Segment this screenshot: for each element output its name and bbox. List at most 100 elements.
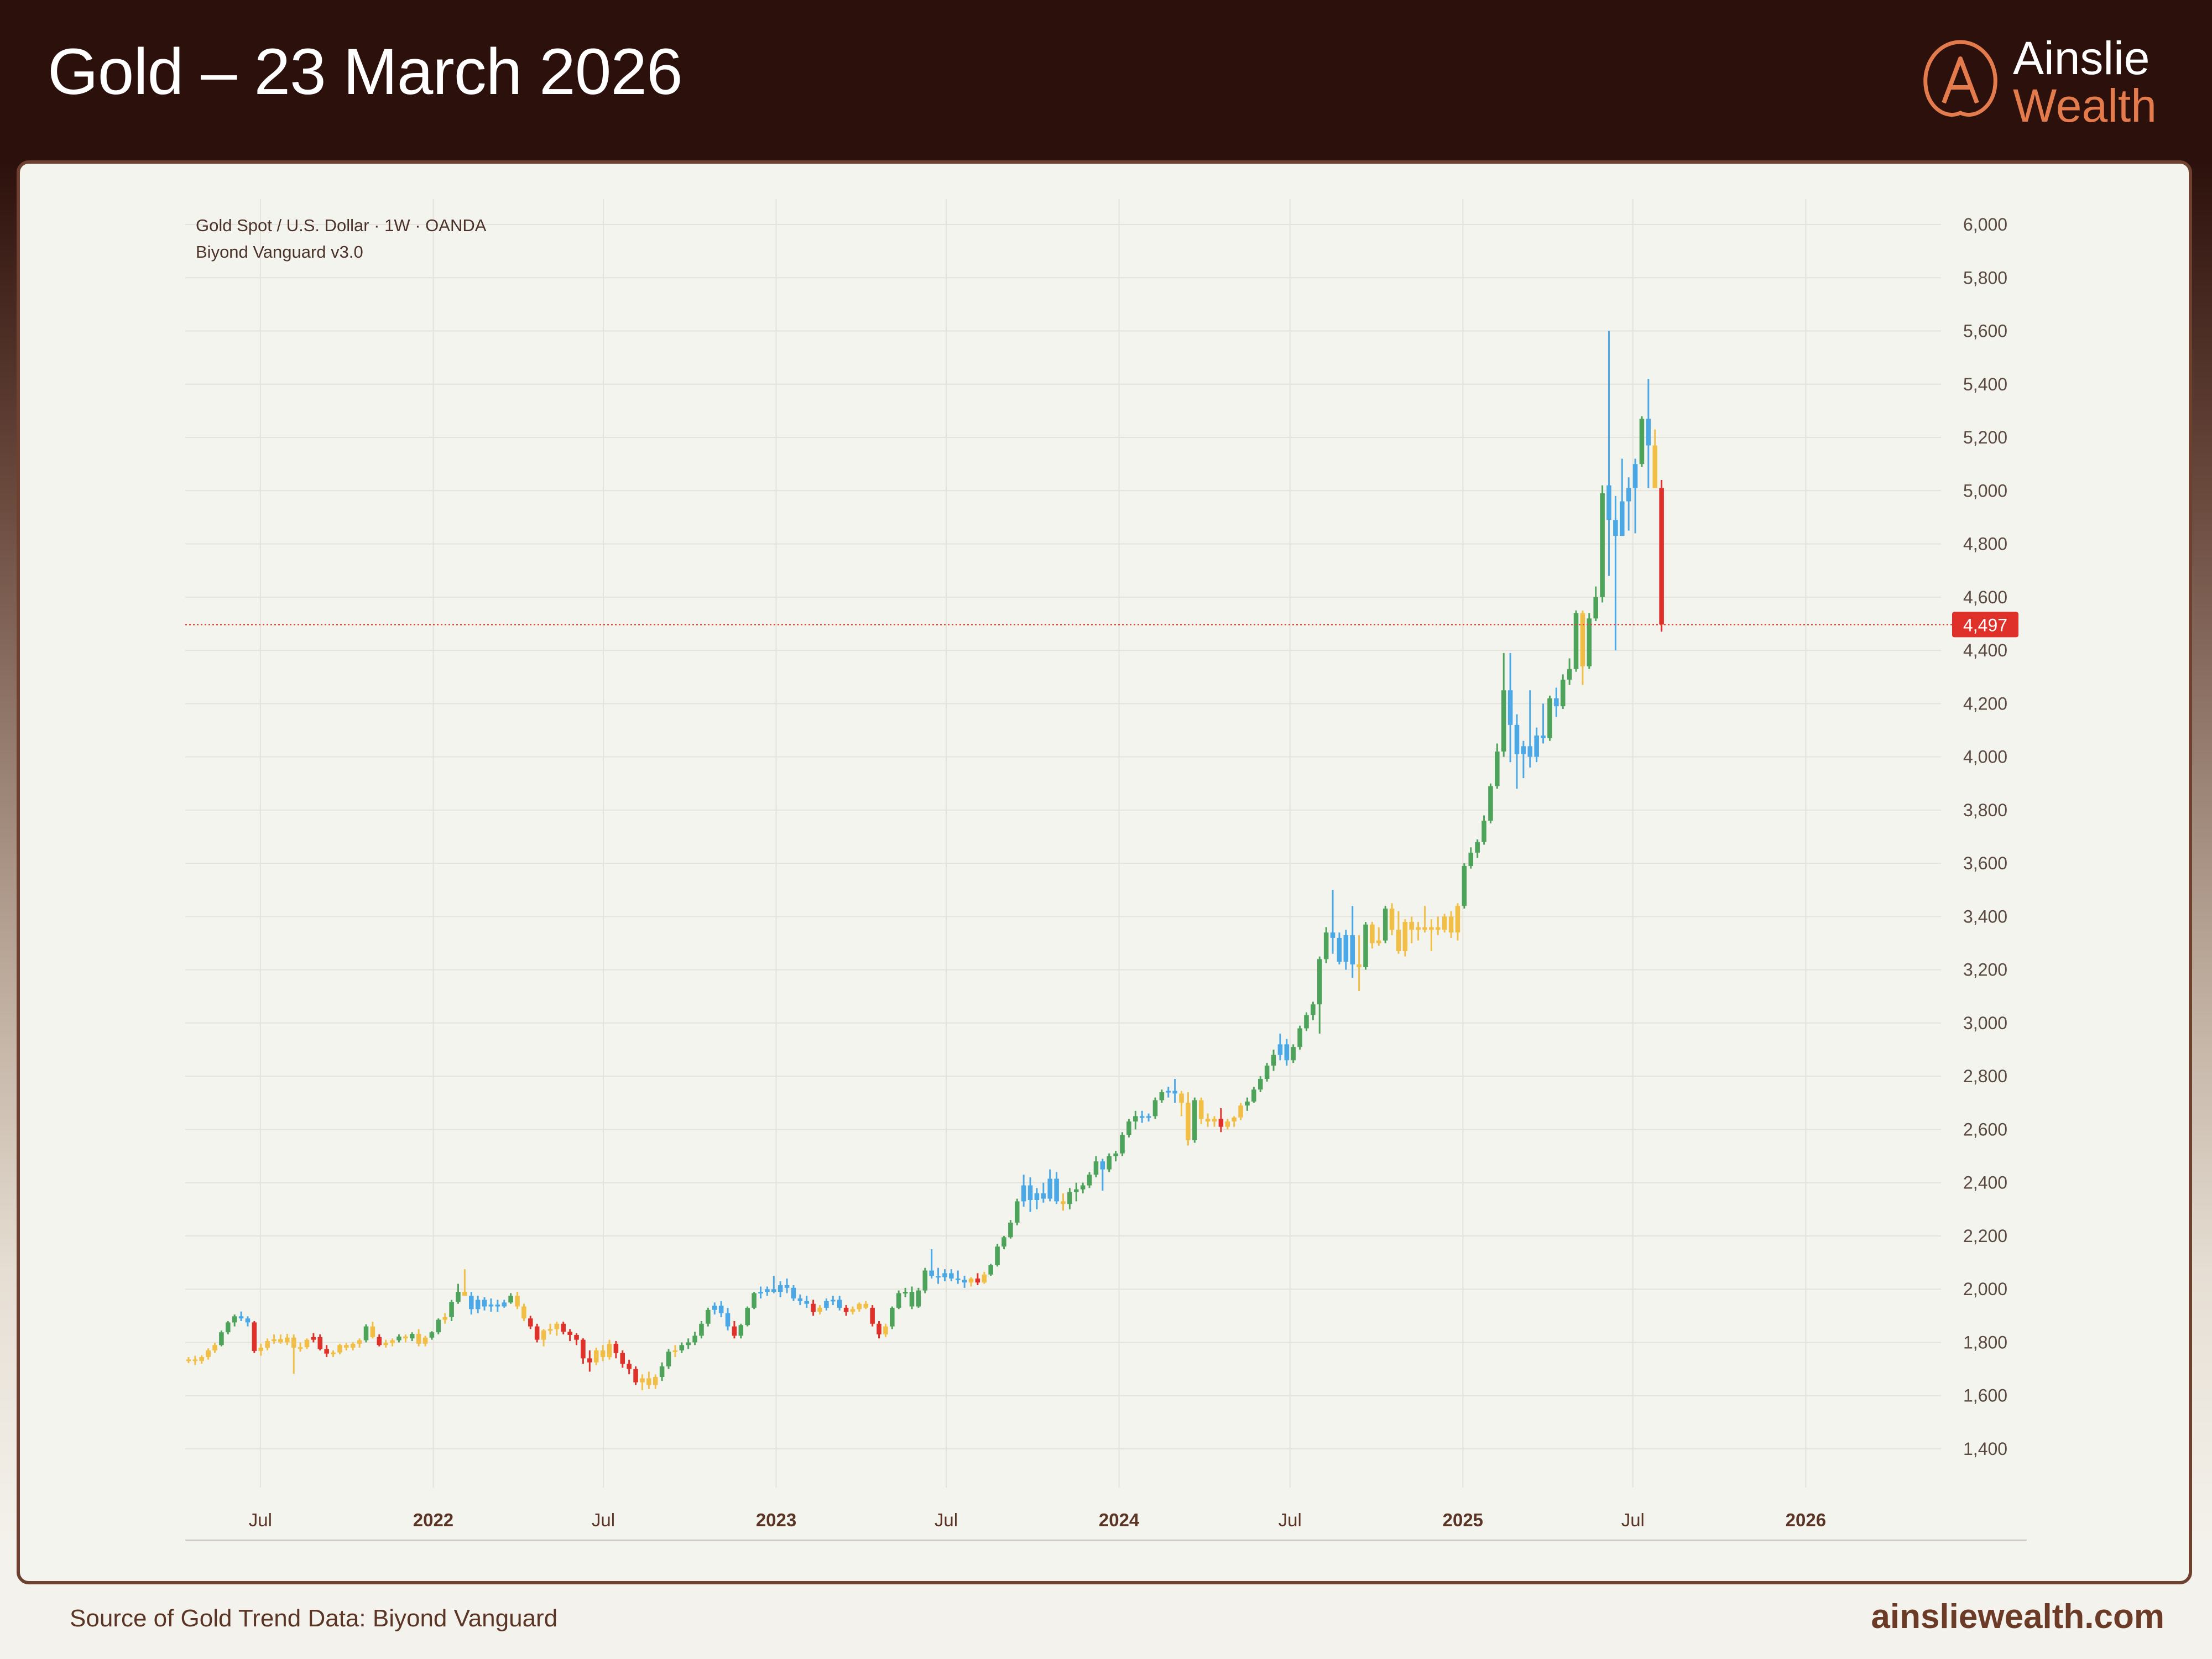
- y-tick-label: 1,400: [1963, 1439, 2007, 1459]
- candle: [1547, 695, 1552, 741]
- candle-body: [706, 1310, 711, 1324]
- candle-body: [1218, 1119, 1224, 1127]
- candle-body: [219, 1332, 224, 1345]
- candle: [738, 1323, 744, 1339]
- candle-body: [732, 1326, 737, 1336]
- candle: [581, 1338, 586, 1364]
- candle-body: [1093, 1161, 1099, 1175]
- candle: [357, 1338, 362, 1348]
- candle-body: [1008, 1222, 1013, 1238]
- candle: [495, 1300, 500, 1312]
- candle: [226, 1321, 231, 1335]
- candle: [1166, 1087, 1171, 1098]
- candle-body: [1304, 1015, 1309, 1029]
- last-price-marker: 4,497: [185, 612, 2018, 638]
- candle-body: [1113, 1153, 1118, 1156]
- ainslie-a-icon: [1923, 40, 1997, 117]
- candle: [1436, 916, 1441, 936]
- candle-body: [278, 1339, 283, 1343]
- candle: [1567, 658, 1572, 685]
- website-link[interactable]: ainsliewealth.com: [1871, 1598, 2164, 1636]
- candle: [745, 1306, 750, 1327]
- y-tick-label: 3,600: [1963, 853, 2007, 873]
- y-tick-label: 4,000: [1963, 747, 2007, 767]
- candle: [272, 1334, 276, 1344]
- candle: [331, 1350, 336, 1357]
- candle: [534, 1323, 540, 1343]
- candle-body: [1468, 852, 1474, 866]
- y-tick-label: 2,800: [1963, 1066, 2007, 1086]
- candle: [1323, 927, 1329, 963]
- candle-body: [613, 1343, 619, 1353]
- candle-body: [712, 1306, 717, 1310]
- candle-body: [929, 1270, 934, 1276]
- candle: [949, 1269, 954, 1281]
- candle: [1593, 586, 1598, 622]
- candle-body: [1455, 906, 1460, 933]
- candle-body: [1343, 935, 1349, 962]
- candle: [192, 1355, 198, 1365]
- brand-logo[interactable]: Ainslie Wealth: [1916, 34, 2176, 129]
- candle-body: [226, 1322, 231, 1333]
- candle: [1159, 1089, 1165, 1103]
- candle-body: [1337, 937, 1342, 962]
- candle-body: [1271, 1055, 1276, 1066]
- candle-body: [1080, 1185, 1086, 1190]
- candle-body: [475, 1300, 481, 1310]
- candle-body: [1311, 1004, 1316, 1015]
- candle-series: [186, 331, 1664, 1391]
- candle: [909, 1286, 915, 1310]
- candle-body: [1554, 698, 1559, 707]
- candle-body: [1198, 1100, 1204, 1119]
- candle-body: [390, 1340, 395, 1343]
- candle: [692, 1332, 697, 1345]
- candle-body: [1521, 746, 1526, 754]
- candle: [975, 1273, 980, 1285]
- candle: [561, 1321, 566, 1335]
- candle-body: [324, 1349, 329, 1354]
- candle-body: [370, 1326, 375, 1337]
- candle: [1218, 1108, 1224, 1133]
- candle-body: [1488, 786, 1493, 821]
- candle: [929, 1249, 934, 1279]
- candle: [232, 1314, 237, 1327]
- candle-body: [679, 1345, 685, 1350]
- candle-body: [1021, 1185, 1026, 1202]
- candle: [1488, 783, 1493, 823]
- candle: [377, 1334, 382, 1347]
- chart-panel: [17, 160, 2192, 1584]
- candle-body: [804, 1301, 810, 1304]
- candle: [1560, 674, 1566, 709]
- candle-body: [640, 1378, 645, 1383]
- candle: [1093, 1156, 1099, 1178]
- candle: [212, 1343, 217, 1353]
- y-tick-label: 4,600: [1963, 587, 2007, 607]
- candle-body: [1100, 1161, 1105, 1170]
- y-tick-label: 6,000: [1963, 215, 2007, 234]
- candle-body: [186, 1359, 191, 1361]
- candle: [1659, 480, 1664, 632]
- candle-body: [442, 1317, 447, 1320]
- candle: [831, 1296, 836, 1306]
- candle-body: [699, 1323, 704, 1336]
- candle-body: [232, 1316, 237, 1323]
- candle: [1179, 1091, 1184, 1117]
- candle-body: [1442, 916, 1447, 930]
- candle: [988, 1264, 993, 1276]
- candle-body: [344, 1345, 349, 1348]
- candle: [304, 1338, 310, 1349]
- candle-body: [1501, 690, 1506, 752]
- candle-body: [298, 1347, 303, 1349]
- candle-body: [238, 1316, 244, 1319]
- candle: [219, 1330, 224, 1347]
- candle: [1258, 1076, 1263, 1093]
- candle: [403, 1334, 408, 1343]
- candle: [1422, 906, 1427, 933]
- candle-body: [692, 1335, 697, 1343]
- candle-body: [850, 1309, 855, 1312]
- candle: [468, 1292, 474, 1314]
- candle-body: [409, 1334, 415, 1339]
- candle: [765, 1286, 770, 1296]
- x-tick-label: Jul: [1621, 1510, 1645, 1530]
